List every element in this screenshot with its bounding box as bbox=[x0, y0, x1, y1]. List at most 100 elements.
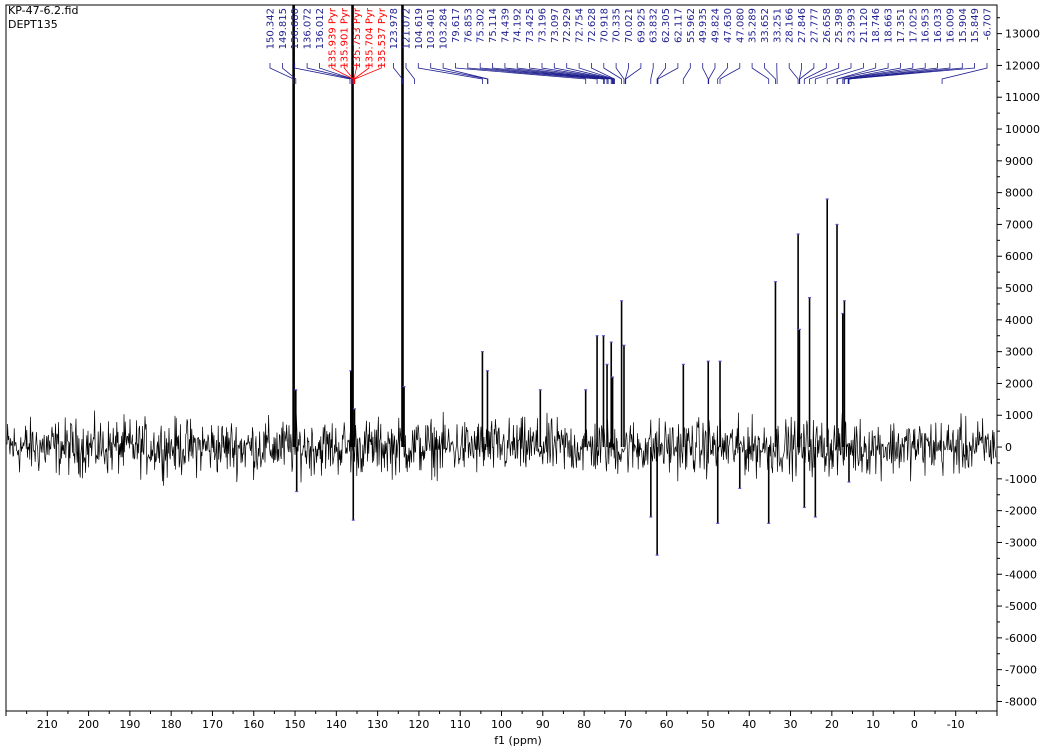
peak-label: 123.978 bbox=[389, 8, 400, 49]
peak-label: 72.929 bbox=[562, 8, 573, 43]
peak-leader-line bbox=[431, 63, 488, 84]
x-tick-label: 120 bbox=[408, 718, 429, 731]
peak-label: 47.630 bbox=[723, 8, 734, 43]
peak-leader-line bbox=[455, 63, 585, 84]
peak-leader-line bbox=[709, 63, 715, 84]
peak-label: 135.704 Pyr bbox=[364, 7, 375, 68]
peak-label: 16.033 bbox=[933, 8, 944, 43]
spectrum-baseline-noise bbox=[7, 411, 996, 486]
peak-leader-line bbox=[406, 63, 415, 84]
y-tick-label: -2000 bbox=[1005, 505, 1037, 518]
peak-label: 33.652 bbox=[760, 8, 771, 43]
peak-label: 47.080 bbox=[735, 8, 746, 43]
peak-label: 27.846 bbox=[797, 8, 808, 43]
y-tick-label: 7000 bbox=[1005, 218, 1033, 231]
peak-label: 33.251 bbox=[772, 8, 783, 43]
peak-label: 72.628 bbox=[587, 8, 598, 43]
experiment-name: DEPT135 bbox=[8, 18, 58, 31]
peak-label: 18.663 bbox=[884, 8, 895, 43]
peak-leader-line bbox=[703, 63, 709, 84]
peak-label: 150.342 bbox=[266, 8, 277, 49]
x-tick-label: 70 bbox=[618, 718, 632, 731]
y-axis: 1300012000110001000090008000700060005000… bbox=[997, 18, 1040, 709]
peak-leader-line bbox=[657, 63, 666, 84]
x-tick-label: 190 bbox=[119, 718, 140, 731]
peak-label: 55.962 bbox=[686, 8, 697, 43]
y-tick-label: 13000 bbox=[1005, 28, 1040, 41]
spectrum-peaks bbox=[294, 5, 851, 555]
peak-label: 27.777 bbox=[809, 8, 820, 43]
x-axis-label: f1 (ppm) bbox=[494, 734, 542, 747]
peak-label: 15.849 bbox=[970, 8, 981, 43]
x-tick-label: 150 bbox=[285, 718, 306, 731]
peak-leader-line bbox=[683, 63, 690, 84]
x-tick-label: 180 bbox=[161, 718, 182, 731]
plot-frame bbox=[6, 5, 997, 711]
y-tick-label: 1000 bbox=[1005, 409, 1033, 422]
peak-label: 135.537 Pyr bbox=[377, 7, 388, 68]
peak-leader-line bbox=[765, 63, 776, 84]
peak-label: 16.009 bbox=[945, 8, 956, 43]
peak-label: 75.302 bbox=[476, 8, 487, 43]
peak-label: 70.335 bbox=[612, 8, 623, 43]
x-tick-label: 170 bbox=[202, 718, 223, 731]
peak-label: 70.021 bbox=[624, 8, 635, 43]
peak-label: 104.619 bbox=[414, 8, 425, 49]
y-tick-label: -7000 bbox=[1005, 664, 1037, 677]
x-tick-label: 200 bbox=[78, 718, 99, 731]
peak-leader-line bbox=[616, 63, 624, 84]
y-tick-label: -5000 bbox=[1005, 600, 1037, 613]
x-tick-label: 60 bbox=[660, 718, 674, 731]
y-tick-label: 2000 bbox=[1005, 377, 1033, 390]
peak-leader-line bbox=[418, 63, 482, 84]
peak-leader-line bbox=[849, 63, 963, 84]
peak-leader-line bbox=[270, 63, 294, 84]
x-tick-label: 160 bbox=[243, 718, 264, 731]
peak-label: 70.918 bbox=[599, 8, 610, 43]
peak-label: 149.815 bbox=[278, 8, 289, 49]
y-tick-label: 11000 bbox=[1005, 91, 1040, 104]
y-tick-label: 10000 bbox=[1005, 123, 1040, 136]
peak-label: 62.117 bbox=[673, 8, 684, 43]
x-tick-label: 10 bbox=[866, 718, 880, 731]
peak-label: 63.832 bbox=[649, 8, 660, 43]
peak-label: 135.901 Pyr bbox=[340, 7, 351, 68]
peak-label: 49.824 bbox=[711, 8, 722, 43]
peak-label: 69.925 bbox=[636, 8, 647, 43]
x-tick-label: 40 bbox=[742, 718, 756, 731]
x-tick-label: 50 bbox=[701, 718, 715, 731]
y-tick-label: 3000 bbox=[1005, 346, 1033, 359]
peak-label: 75.114 bbox=[488, 8, 499, 43]
peak-label: 79.617 bbox=[451, 8, 462, 43]
x-tick-label: 100 bbox=[491, 718, 512, 731]
peak-label: 136.012 bbox=[315, 8, 326, 49]
peak-label: 72.754 bbox=[575, 8, 586, 43]
peak-label: 28.166 bbox=[785, 8, 796, 43]
y-tick-label: -4000 bbox=[1005, 568, 1037, 581]
y-tick-label: -6000 bbox=[1005, 632, 1037, 645]
peak-label: 73.097 bbox=[550, 8, 561, 43]
x-tick-label: 0 bbox=[911, 718, 918, 731]
peak-label: 136.072 bbox=[303, 8, 314, 49]
peak-leader-line bbox=[493, 63, 605, 84]
y-tick-label: 0 bbox=[1005, 441, 1012, 454]
peak-leader-line bbox=[849, 63, 975, 84]
x-tick-label: 110 bbox=[450, 718, 471, 731]
peak-label: 15.904 bbox=[958, 8, 969, 43]
peak-label: 74.192 bbox=[513, 8, 524, 43]
peak-label: 25.398 bbox=[834, 8, 845, 43]
peak-label: 73.196 bbox=[538, 8, 549, 43]
peak-label: 17.025 bbox=[908, 8, 919, 43]
peak-leader-line bbox=[394, 63, 403, 84]
peak-leader-line bbox=[718, 63, 728, 84]
peak-label: -6.707 bbox=[983, 8, 994, 40]
peak-label: 74.439 bbox=[500, 8, 511, 43]
peak-label: 18.746 bbox=[871, 8, 882, 43]
x-tick-label: 130 bbox=[367, 718, 388, 731]
y-tick-label: -8000 bbox=[1005, 695, 1037, 708]
peak-label: 73.425 bbox=[525, 8, 536, 43]
